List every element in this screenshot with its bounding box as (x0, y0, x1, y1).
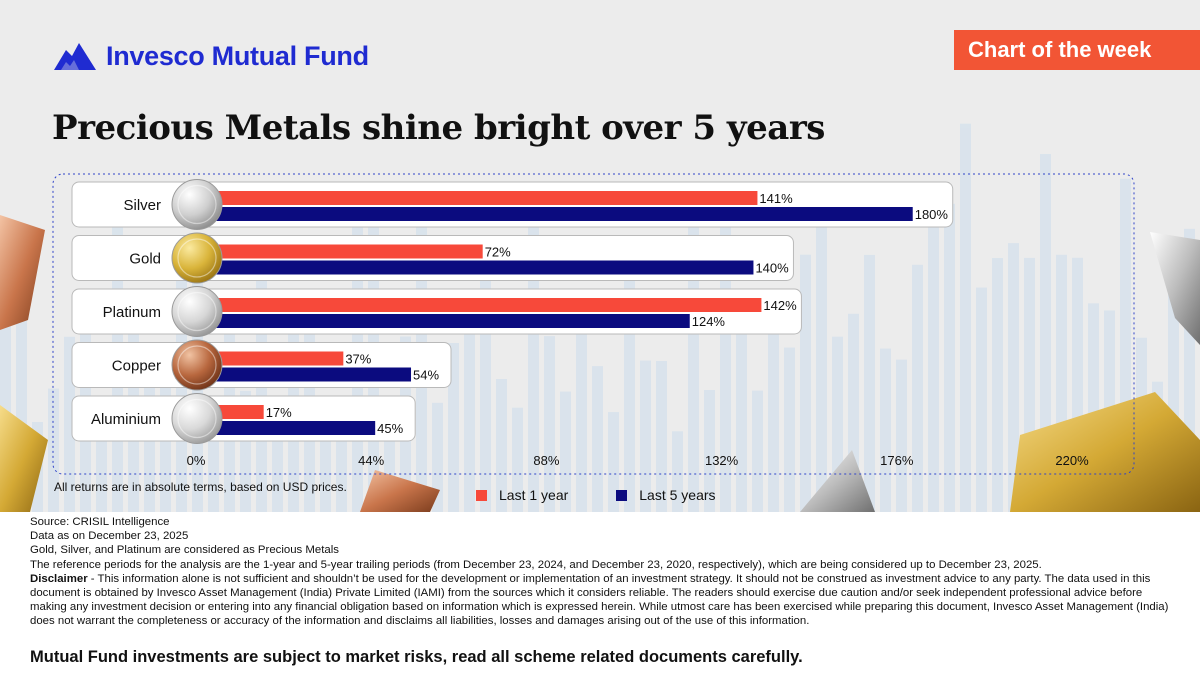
data-label-last-5-years-copper: 54% (413, 368, 439, 383)
brand-name: Invesco Mutual Fund (106, 40, 369, 71)
precious-metals-note: Gold, Silver, and Platinum are considere… (30, 544, 339, 557)
copper-pyramid-icon-bottom (360, 470, 440, 512)
copper-pyramid-icon (0, 215, 45, 330)
chart-frame (52, 173, 1135, 475)
data-label-last-5-years-aluminium: 45% (377, 421, 403, 436)
disclaimer-text: - This information alone is not sufficie… (30, 572, 1169, 628)
page-title: Precious Metals shine bright over 5 year… (52, 108, 825, 148)
invesco-mountain-icon (54, 43, 96, 70)
disclaimer-label: Disclaimer (30, 572, 88, 585)
silver-pyramid-icon-bottom (800, 450, 875, 512)
category-label-silver: Silver (123, 197, 161, 214)
silver-pyramid-icon (1150, 232, 1200, 345)
category-label-copper: Copper (112, 358, 161, 375)
bar-last-5-years-silver (196, 207, 913, 221)
badge-label: Chart of the week (968, 37, 1152, 62)
data-label-last-1-year-copper: 37% (345, 352, 371, 367)
data-date-note: Data as on December 23, 2025 (30, 530, 189, 543)
footer-notes: Source: CRISIL Intelligence Data as on D… (30, 515, 1175, 629)
gold-pyramid-icon-right (1010, 392, 1200, 512)
legend-item-last-1-year: Last 1 year (476, 487, 568, 503)
legend-swatch-last-1-year (476, 489, 487, 501)
disclaimer: Disclaimer - This information alone is n… (30, 572, 1175, 629)
bar-last-5-years-aluminium (196, 421, 376, 435)
x-tick-label: 0% (187, 453, 206, 468)
bar-last-1-year-silver (196, 191, 758, 205)
category-label-aluminium: Aluminium (91, 411, 161, 428)
x-tick-label: 88% (533, 453, 559, 468)
chart-note: All returns are in absolute terms, based… (54, 480, 347, 494)
source-note: Source: CRISIL Intelligence (30, 516, 170, 528)
x-tick-label: 220% (1055, 453, 1089, 468)
data-label-last-1-year-platinum: 142% (763, 298, 797, 313)
bar-last-5-years-copper (196, 367, 412, 382)
bar-last-1-year-copper (196, 351, 344, 366)
bar-last-1-year-platinum (196, 298, 762, 312)
data-label-last-1-year-aluminium: 17% (266, 405, 292, 420)
row-silver: Silver 141% 180% (71, 179, 954, 230)
gold-pyramid-icon (0, 405, 48, 512)
bar-chart: Silver 141% 180% Gold 72% 140% Platinum 142% 124… (52, 173, 1135, 475)
bar-last-1-year-gold (196, 244, 483, 259)
row-aluminium: Aluminium 17% 45% (71, 393, 416, 444)
data-label-last-5-years-silver: 180% (915, 207, 949, 222)
platinum-coin-icon (171, 286, 223, 337)
category-label-gold: Gold (129, 251, 161, 268)
chart-panel: Invesco Mutual Fund Chart of the week Pr… (0, 0, 1200, 512)
chart-of-the-week-badge: Chart of the week (954, 30, 1200, 70)
legend-swatch-last-5-years (616, 489, 628, 501)
aluminium-coin-icon (171, 393, 223, 444)
legend-item-last-5-years: Last 5 years (616, 487, 716, 503)
copper-coin-icon (171, 339, 223, 391)
bar-last-5-years-gold (196, 260, 754, 275)
silver-coin-icon (171, 179, 223, 230)
row-copper: Copper 37% 54% (71, 339, 452, 391)
x-tick-label: 44% (358, 453, 384, 468)
legend-label-last-1-year: Last 1 year (499, 487, 569, 503)
decorative-background (0, 123, 1200, 512)
legend-label-last-5-years: Last 5 years (639, 487, 716, 503)
data-label-last-5-years-platinum: 124% (692, 314, 726, 329)
row-platinum: Platinum 142% 124% (71, 286, 802, 337)
brand-logo: Invesco Mutual Fund (52, 40, 369, 72)
legend: Last 1 year Last 5 years (476, 487, 716, 503)
x-tick-label: 176% (880, 453, 914, 468)
data-label-last-5-years-gold: 140% (755, 261, 789, 276)
row-gold: Gold 72% 140% (71, 232, 794, 284)
x-tick-label: 132% (705, 453, 739, 468)
gold-coin-icon (171, 232, 223, 284)
reference-periods-note: The reference periods for the analysis a… (30, 558, 1042, 571)
bar-last-5-years-platinum (196, 314, 690, 328)
data-label-last-1-year-gold: 72% (485, 245, 511, 260)
data-label-last-1-year-silver: 141% (759, 191, 793, 206)
risk-statement: Mutual Fund investments are subject to m… (30, 648, 803, 666)
category-label-platinum: Platinum (103, 304, 161, 321)
